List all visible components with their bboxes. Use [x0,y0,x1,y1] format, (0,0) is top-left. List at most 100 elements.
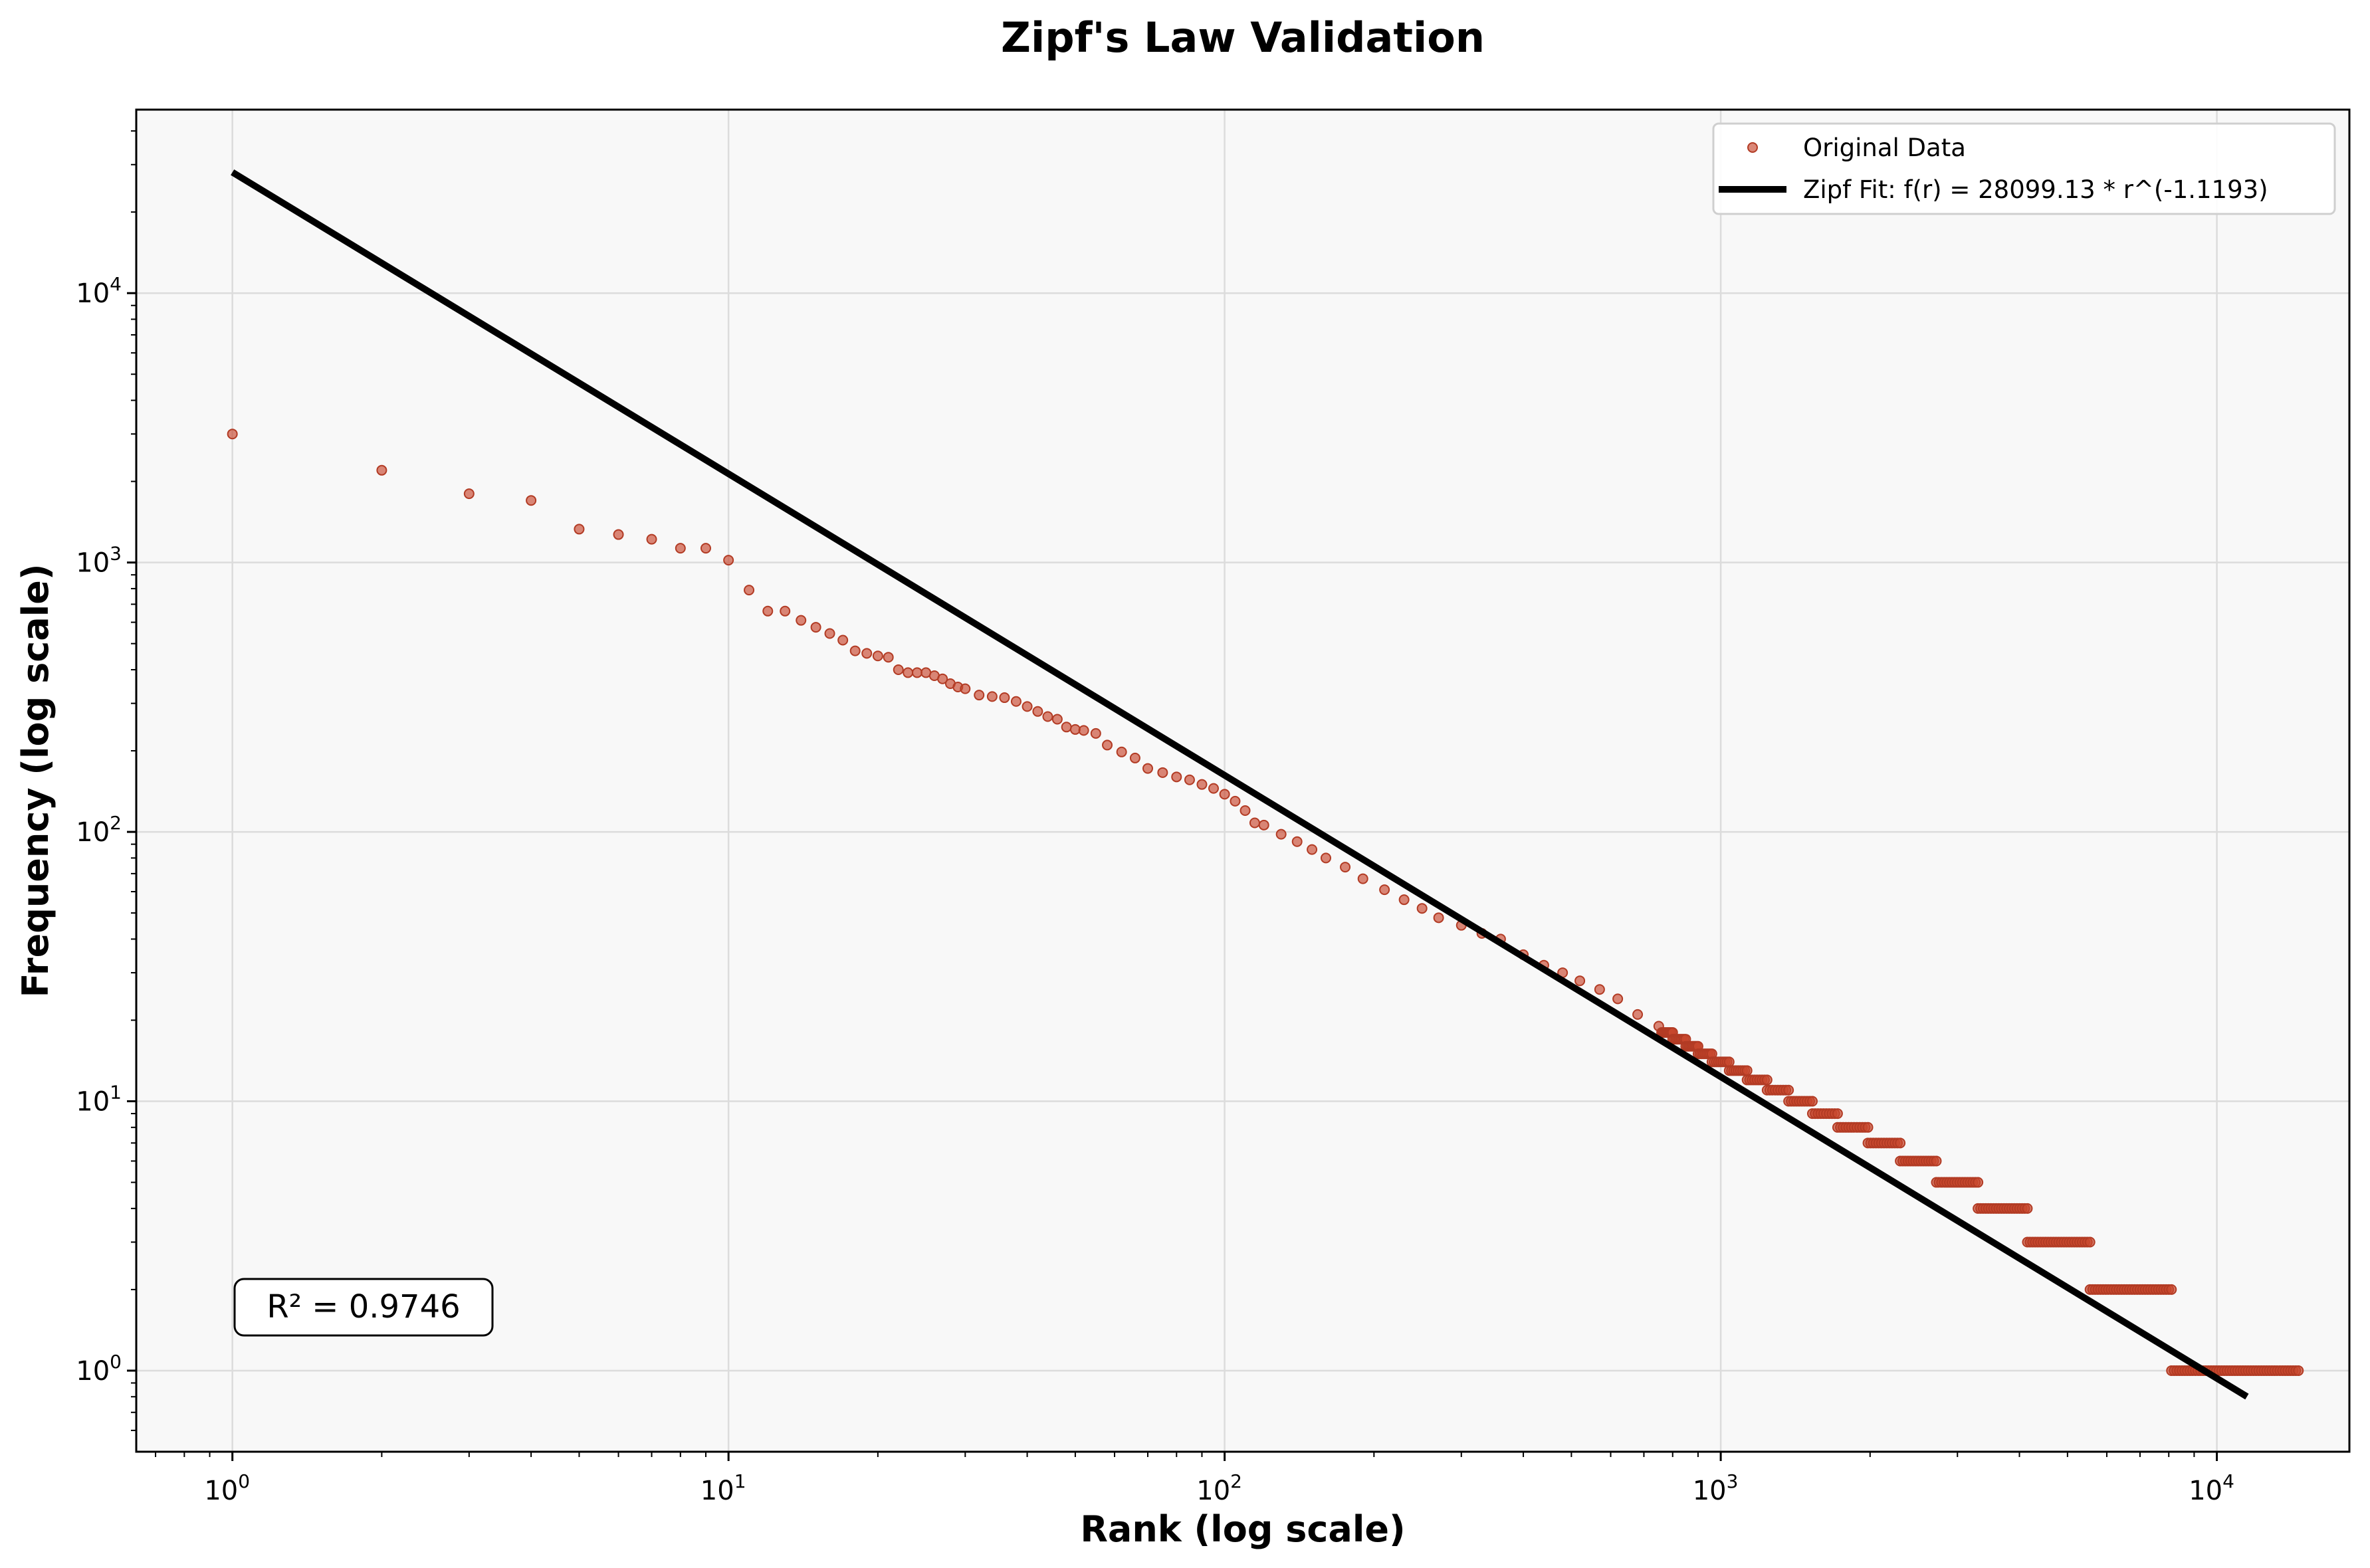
data-point [1357,873,1368,884]
data-point [1230,795,1241,807]
data-point [1051,714,1063,725]
data-point [1783,1084,1794,1096]
data-point [1433,912,1444,924]
x-tick-label: 104 [2189,1470,2234,1506]
x-axis-label: Rank (log scale) [1080,1508,1405,1550]
data-point [700,543,711,554]
y-tick-label: 104 [76,273,122,309]
data-point [1042,711,1053,722]
data-point [1340,862,1351,873]
major-ticks: 100 101 102 103 104 100 101 102 103 104 [76,273,2234,1506]
data-point [911,667,922,678]
data-point [1275,829,1287,840]
legend-scatter-marker [1747,142,1758,153]
data-point [675,543,686,554]
data-point [974,690,985,701]
data-point [937,673,948,684]
data-point [1973,1177,1984,1188]
data-point [1196,779,1208,790]
zipf-fit-line [231,169,2249,1400]
data-point [1291,836,1303,847]
data-point [1078,725,1089,736]
data-point [1129,752,1140,763]
data-point [1761,1074,1773,1086]
data-point [2022,1203,2033,1214]
x-tick-label: 102 [1196,1470,1242,1506]
data-point [2293,1365,2304,1376]
data-point [1594,984,1605,995]
data-point [1142,763,1153,774]
data-point [1723,1056,1735,1068]
data-point [796,615,807,626]
chart-title: Zipf's Law Validation [1001,13,1485,62]
data-point [999,692,1010,704]
data-point [1102,739,1113,751]
data-point [1157,767,1168,778]
original-data-series [227,429,2304,1376]
data-point [1219,789,1230,800]
data-point [1806,1096,1818,1107]
data-point [824,628,835,639]
data-point [986,691,998,702]
data-point [903,667,914,678]
data-point [1061,722,1072,733]
x-tick-label: 103 [1693,1470,1739,1506]
data-point [960,683,971,694]
legend-label-zipf-fit: Zipf Fit: f(r) = 28099.13 * r^(-1.1193) [1803,175,2268,204]
y-tick-label: 102 [76,812,122,848]
data-point [1010,696,1022,707]
data-point [1239,805,1251,816]
plot-area-background [136,110,2349,1452]
data-point [1379,884,1390,896]
data-point [1862,1122,1874,1133]
zipf-fit-series [231,169,2249,1400]
data-point [861,648,873,659]
data-point [1249,817,1260,829]
data-point [1258,819,1269,831]
data-point [574,524,585,535]
data-point [723,555,734,566]
y-axis-label: Frequency (log scale) [15,563,56,997]
data-point [872,650,883,662]
data-point [810,622,821,633]
legend-label-original-data: Original Data [1803,134,1966,162]
data-point [1022,701,1033,712]
plot-area-frame [135,108,2351,1453]
data-point [1832,1108,1843,1120]
data-point [1184,774,1195,785]
data-point [744,585,755,596]
x-tick-label: 100 [204,1470,250,1506]
x-tick-label: 101 [700,1470,746,1506]
data-point [1171,771,1182,783]
legend-frame [1712,122,2336,215]
data-point [780,605,791,617]
data-point [1574,975,1586,987]
data-point [1090,728,1101,739]
data-point [376,464,387,476]
data-point [837,635,849,646]
data-point [1416,903,1428,914]
data-point [2166,1284,2177,1295]
y-tick-label: 101 [76,1082,122,1118]
data-point [893,664,904,675]
data-point [613,529,624,540]
data-point [1741,1065,1753,1076]
y-tick-label: 100 [76,1351,122,1387]
r-squared-box [233,1278,494,1337]
r-squared-annotation: R² = 0.9746 [233,1278,494,1337]
data-point [646,534,657,545]
data-point [463,488,475,500]
data-point [1632,1009,1644,1020]
data-point [762,605,774,617]
data-point [1307,844,1318,855]
data-point [1320,852,1331,864]
grid-lines [136,110,2349,1452]
data-point [883,652,894,663]
data-point [526,495,537,506]
legend: Original Data Zipf Fit: f(r) = 28099.13 … [1712,122,2336,215]
data-point [1895,1137,1906,1149]
data-point [1116,746,1127,757]
y-tick-label: 103 [76,543,122,579]
data-point [1931,1155,1942,1167]
